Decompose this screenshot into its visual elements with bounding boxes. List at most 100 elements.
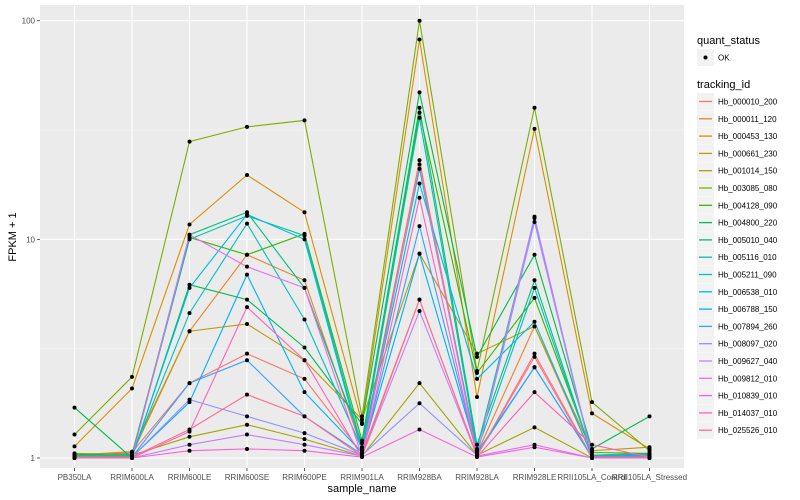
data-point-Hb_010839_010-RRIM928BA bbox=[417, 427, 422, 432]
data-point-Hb_009627_040-RRIM600SE bbox=[245, 432, 249, 437]
y-tick-label: 100 bbox=[22, 17, 36, 26]
data-point-Hb_000453_130-RRIM928BA bbox=[417, 37, 422, 42]
data-point-Hb_003085_080-RRIM901LA bbox=[360, 414, 364, 419]
data-point-Hb_004800_220-RRIM928LA bbox=[475, 354, 479, 359]
legend-item: Hb_009812_010 bbox=[697, 369, 778, 387]
legend-label: Hb_009627_040 bbox=[718, 357, 778, 366]
point-legend-marker bbox=[703, 55, 708, 60]
data-point-Hb_004800_220-PB350LA bbox=[72, 405, 77, 410]
legend-label: Hb_008097_020 bbox=[718, 340, 778, 349]
y-tick-label: 10 bbox=[26, 235, 35, 244]
y-tick-label: 1 bbox=[31, 454, 36, 463]
x-tick-label: PB350LA bbox=[58, 473, 92, 482]
data-point-Hb_006788_150-RRIM600PE bbox=[302, 390, 307, 395]
data-point-Hb_004800_220-RRII105LA_Control bbox=[590, 446, 594, 451]
legend-label: Hb_000453_130 bbox=[718, 132, 778, 141]
legend-item: Hb_004800_220 bbox=[697, 214, 778, 232]
legend-label: Hb_006788_150 bbox=[718, 305, 778, 314]
data-point-Hb_025526_010-RRIM928BA bbox=[417, 297, 422, 302]
data-point-Hb_014037_010-RRIM928LE bbox=[532, 390, 537, 395]
x-tick-label: RRIM600LA bbox=[110, 473, 154, 482]
data-point-Hb_025526_010-RRIM600PE bbox=[302, 414, 307, 419]
x-tick-label: RRII105LA_Stressed bbox=[612, 473, 687, 482]
legend-label: Hb_005211_090 bbox=[718, 271, 777, 280]
data-point-Hb_009627_040-RRIM928LE bbox=[532, 214, 537, 219]
x-axis-title: sample_name bbox=[327, 483, 396, 495]
x-tick-label: RRIM901LA bbox=[340, 473, 384, 482]
data-point-Hb_009812_010-RRIM600LE bbox=[187, 232, 192, 237]
legend-label: Hb_000011_120 bbox=[718, 115, 777, 124]
data-point-Hb_005211_090-RRIM928LE bbox=[532, 285, 537, 290]
data-point-Hb_006538_010-RRIM600PE bbox=[302, 237, 307, 242]
data-point-Hb_025526_010-RRIM928LA bbox=[475, 454, 479, 459]
legend-item: Hb_006538_010 bbox=[697, 283, 778, 301]
legend-label: Hb_010839_010 bbox=[718, 392, 778, 401]
data-point-Hb_000011_120-RRIM600PE bbox=[302, 278, 307, 283]
data-point-Hb_005010_040-RRIM928BA bbox=[417, 105, 422, 110]
x-tick-label: RRIM928LA bbox=[455, 473, 499, 482]
point-legend-title: quant_status bbox=[697, 35, 760, 47]
data-point-Hb_000453_130-RRII105LA_Control bbox=[590, 411, 594, 416]
data-point-Hb_000661_230-RRIM600SE bbox=[245, 322, 249, 327]
data-point-Hb_014037_010-RRIM600SE bbox=[245, 305, 249, 310]
data-point-Hb_025526_010-PB350LA bbox=[72, 455, 77, 460]
data-point-Hb_001014_150-RRIM600SE bbox=[245, 422, 249, 427]
legend: quant_status OK tracking_id Hb_000010_20… bbox=[697, 35, 778, 439]
data-point-Hb_025526_010-RRIM600SE bbox=[245, 392, 249, 397]
data-point-Hb_005116_010-RRIM600LE bbox=[187, 237, 192, 242]
data-point-Hb_009812_010-RRIM928BA bbox=[417, 162, 422, 167]
legend-label: Hb_007894_260 bbox=[718, 322, 778, 331]
data-point-Hb_003085_080-RRIM928LE bbox=[532, 105, 537, 110]
data-point-Hb_000661_230-RRIM901LA bbox=[360, 417, 364, 422]
legend-label: Hb_006538_010 bbox=[718, 288, 778, 297]
data-point-Hb_001014_150-RRIM600LE bbox=[187, 434, 192, 439]
data-point-Hb_006538_010-RRIM928LA bbox=[475, 376, 479, 381]
data-point-Hb_001014_150-RRIM928BA bbox=[417, 381, 422, 386]
data-point-Hb_007894_260-RRIM600SE bbox=[245, 358, 249, 363]
data-point-Hb_007894_260-RRIM928BA bbox=[417, 224, 422, 229]
legend-item: Hb_000010_200 bbox=[697, 93, 778, 110]
x-axis: PB350LA RRIM600LA RRIM600LE RRIM600SE RRIM60… bbox=[58, 468, 687, 482]
legend-item: Hb_025526_010 bbox=[697, 421, 778, 439]
data-point-Hb_005010_040-RRIM928LE bbox=[532, 278, 537, 283]
legend-label: Hb_005010_040 bbox=[718, 236, 778, 245]
data-point-Hb_004800_220-RRIM600SE bbox=[245, 297, 249, 302]
x-tick-label: RRIM928LE bbox=[513, 473, 557, 482]
data-points bbox=[72, 18, 652, 460]
data-point-Hb_001014_150-RRIM600PE bbox=[302, 437, 307, 442]
legend-label: Hb_025526_010 bbox=[718, 426, 778, 435]
data-point-Hb_000453_130-RRIM600LA bbox=[130, 386, 134, 391]
data-point-Hb_000453_130-RRIM600LE bbox=[187, 222, 192, 227]
data-point-Hb_000453_130-RRIM600PE bbox=[302, 210, 307, 215]
data-point-Hb_003085_080-RRIM600LE bbox=[187, 139, 192, 144]
data-point-Hb_025526_010-RRIM901LA bbox=[360, 454, 364, 459]
data-point-Hb_000453_130-RRIM928LE bbox=[532, 126, 537, 131]
data-point-Hb_008097_020-RRIM600PE bbox=[302, 431, 307, 436]
x-tick-label: RRIM600PE bbox=[282, 473, 326, 482]
legend-item: Hb_009627_040 bbox=[697, 352, 778, 370]
legend-label: Hb_001014_150 bbox=[718, 167, 778, 176]
legend-item: Hb_005116_010 bbox=[697, 248, 777, 266]
data-point-Hb_025526_010-RRIM600LA bbox=[130, 455, 134, 460]
data-point-Hb_005010_040-RRIM901LA bbox=[360, 441, 364, 446]
legend-item: Hb_010839_010 bbox=[697, 387, 778, 405]
data-point-Hb_003085_080-RRII105LA_Control bbox=[590, 400, 594, 405]
data-point-Hb_008097_020-RRIM928BA bbox=[417, 401, 422, 406]
data-point-Hb_007894_260-RRIM600LE bbox=[187, 381, 192, 386]
data-point-Hb_004800_220-RRII105LA_Stressed bbox=[647, 414, 652, 419]
data-point-Hb_003085_080-PB350LA bbox=[72, 432, 77, 437]
data-point-Hb_010839_010-RRIM928LE bbox=[532, 445, 537, 450]
data-point-Hb_004128_090-RRIM600SE bbox=[245, 252, 249, 257]
data-point-Hb_005116_010-RRIM600PE bbox=[302, 233, 307, 238]
data-point-Hb_025526_010-RRIM928LE bbox=[532, 351, 537, 356]
data-point-Hb_000453_130-PB350LA bbox=[72, 444, 77, 449]
data-point-Hb_005211_090-RRIM600PE bbox=[302, 317, 307, 322]
data-point-Hb_000010_200-RRIM600SE bbox=[245, 351, 249, 356]
legend-item: Hb_000011_120 bbox=[697, 110, 777, 128]
data-point-Hb_003085_080-RRIM928BA bbox=[417, 18, 422, 23]
data-point-Hb_004128_090-RRIM928BA bbox=[417, 110, 422, 115]
data-point-Hb_006538_010-RRIM928BA bbox=[417, 181, 422, 186]
x-tick-label: RRIM600SE bbox=[225, 473, 269, 482]
data-point-Hb_009812_010-RRIM600PE bbox=[302, 285, 307, 290]
data-point-Hb_000661_230-RRII105LA_Stressed bbox=[647, 445, 652, 450]
